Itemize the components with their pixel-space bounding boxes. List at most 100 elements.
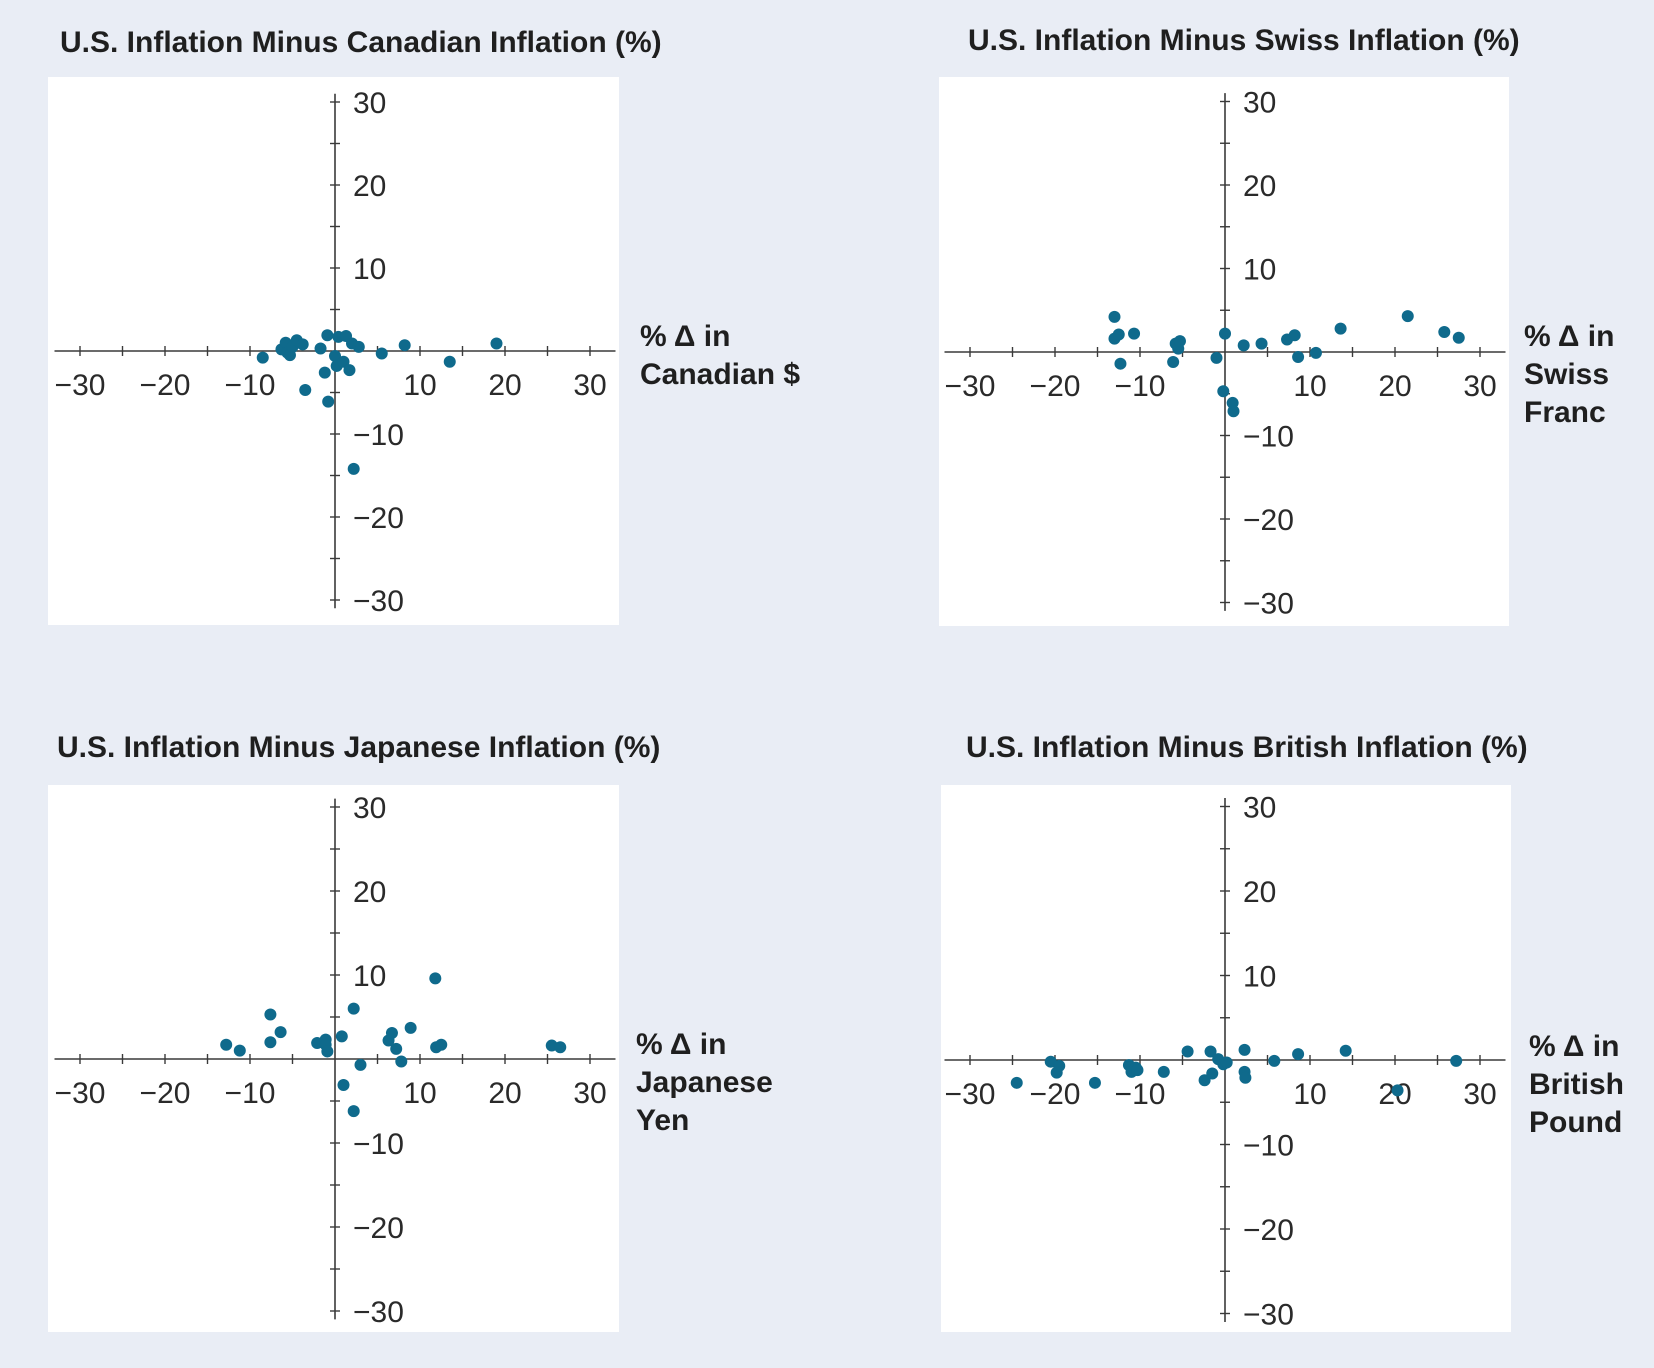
x-tick-label: −30	[55, 1077, 106, 1110]
y-tick-label: 20	[353, 876, 386, 909]
y-tick-label: 20	[1243, 876, 1276, 909]
x-tick-label: 10	[403, 369, 436, 402]
x-axis-label: % Δ in Swiss Franc	[1524, 320, 1623, 429]
data-point	[1204, 1045, 1217, 1058]
data-point	[1206, 1067, 1219, 1080]
y-tick-label: 30	[353, 87, 386, 120]
chart-title: U.S. Inflation Minus Japanese Inflation …	[57, 731, 660, 764]
data-point	[1268, 1054, 1281, 1067]
data-point	[347, 462, 360, 475]
data-point	[347, 1002, 360, 1015]
x-tick-label: 30	[1463, 370, 1496, 403]
x-tick-label: −10	[225, 369, 276, 402]
x-tick-label: −20	[1030, 1078, 1081, 1111]
x-axis-label-line: % Δ in	[636, 1028, 726, 1061]
data-point	[220, 1038, 233, 1051]
chart-swiss: U.S. Inflation Minus Swiss Inflation (%)…	[939, 24, 1623, 626]
y-tick-label: 10	[353, 253, 386, 286]
x-tick-label: −20	[1030, 370, 1081, 403]
y-tick-label: −10	[1243, 1130, 1294, 1163]
data-point	[318, 366, 331, 379]
x-tick-label: 20	[1378, 370, 1411, 403]
data-point	[1128, 327, 1141, 340]
data-point	[1220, 1056, 1233, 1069]
data-point	[264, 1008, 277, 1021]
chart-canadian: U.S. Inflation Minus Canadian Inflation …	[48, 26, 800, 625]
chart-british: U.S. Inflation Minus British Inflation (…	[941, 731, 1624, 1332]
x-tick-label: −30	[945, 370, 996, 403]
data-point	[337, 1079, 350, 1092]
data-point	[321, 1045, 334, 1058]
y-tick-label: −20	[353, 1212, 404, 1245]
data-point	[1255, 337, 1268, 350]
x-axis-label-line: Canadian $	[640, 358, 800, 391]
data-point	[1114, 357, 1127, 370]
data-point	[296, 338, 309, 351]
y-tick-label: −20	[353, 502, 404, 535]
x-axis-label-line: Yen	[636, 1104, 689, 1137]
data-point	[385, 1026, 398, 1039]
y-tick-label: −20	[1243, 1214, 1294, 1247]
x-axis-label: % Δ in Canadian $	[640, 320, 800, 391]
x-axis-label-line: % Δ in	[1524, 320, 1614, 353]
chart-title: U.S. Inflation Minus British Inflation (…	[966, 731, 1528, 764]
chart-japanese: U.S. Inflation Minus Japanese Inflation …	[48, 731, 773, 1332]
data-point	[395, 1055, 408, 1068]
data-point	[321, 329, 334, 342]
y-tick-label: 20	[353, 170, 386, 203]
data-point	[1219, 327, 1231, 340]
y-tick-label: −10	[1243, 421, 1294, 454]
y-tick-label: 30	[353, 792, 386, 825]
y-tick-label: 10	[1243, 254, 1276, 287]
y-tick-label: −30	[1243, 588, 1294, 621]
chart-title: U.S. Inflation Minus Canadian Inflation …	[60, 26, 662, 59]
data-point	[233, 1044, 246, 1057]
data-point	[554, 1041, 567, 1054]
data-point	[1210, 351, 1223, 364]
x-axis-label-line: Swiss	[1524, 358, 1609, 391]
data-point	[264, 1036, 277, 1049]
y-tick-label: 20	[1243, 170, 1276, 203]
data-points	[220, 972, 567, 1118]
y-tick-label: 10	[1243, 961, 1276, 994]
y-tick-label: −30	[353, 1296, 404, 1329]
data-point	[1288, 329, 1301, 342]
data-points	[1010, 1043, 1463, 1097]
x-tick-label: −20	[140, 369, 191, 402]
data-point	[347, 1105, 360, 1118]
chart-title: U.S. Inflation Minus Swiss Inflation (%)	[968, 24, 1520, 57]
data-point	[1108, 310, 1121, 323]
x-tick-label: 20	[488, 1077, 521, 1110]
x-tick-label: −10	[1115, 370, 1166, 403]
x-tick-label: 30	[1463, 1078, 1496, 1111]
data-point	[1088, 1076, 1101, 1089]
data-point	[1292, 1048, 1305, 1061]
data-point	[1438, 325, 1451, 338]
data-point	[1112, 328, 1125, 341]
data-point	[354, 1058, 367, 1071]
data-point	[443, 355, 456, 368]
data-point	[1239, 1071, 1252, 1084]
x-axis-label-line: British	[1529, 1068, 1624, 1101]
data-point	[490, 337, 503, 350]
data-point	[1292, 351, 1305, 364]
data-point	[322, 395, 335, 408]
data-point	[1173, 335, 1186, 348]
data-points	[1108, 310, 1465, 418]
y-tick-label: 30	[1243, 792, 1276, 825]
x-axis-label-line: % Δ in	[1529, 1030, 1619, 1063]
data-point	[1227, 405, 1240, 418]
data-point	[314, 342, 327, 355]
x-tick-label: −30	[945, 1078, 996, 1111]
x-tick-label: 10	[1293, 1078, 1326, 1111]
data-point	[299, 384, 312, 397]
data-point	[435, 1038, 448, 1051]
data-point	[398, 339, 411, 352]
data-point	[337, 355, 350, 368]
data-point	[375, 347, 388, 360]
